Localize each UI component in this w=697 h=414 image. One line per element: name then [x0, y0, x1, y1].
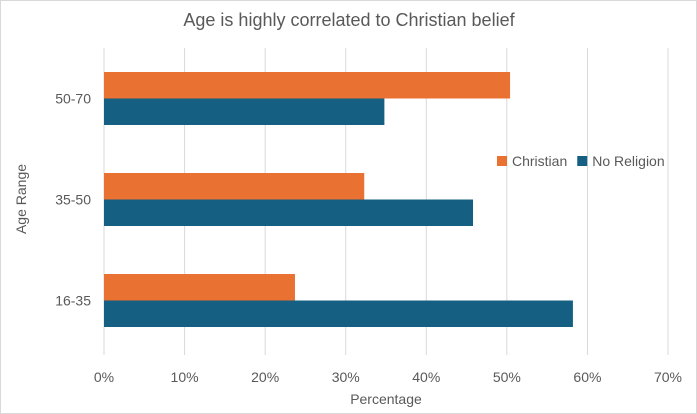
bar-no-religion-35-50: [104, 199, 474, 226]
legend-swatch: [577, 156, 588, 166]
x-tick-label: 50%: [493, 369, 521, 385]
x-tick-label: 0%: [94, 369, 114, 385]
bar-christian-16-35: [104, 274, 295, 301]
legend-swatch: [497, 156, 507, 166]
x-axis-label: Percentage: [350, 391, 422, 407]
x-tick-label: 60%: [573, 369, 601, 385]
x-tick-label: 30%: [332, 369, 360, 385]
x-tick-label: 20%: [251, 369, 279, 385]
legend-label: No Religion: [592, 153, 664, 169]
bar-christian-35-50: [104, 173, 365, 200]
y-tick-label: 35-50: [55, 192, 91, 208]
legend-label: Christian: [512, 153, 567, 169]
x-tick-label: 40%: [412, 369, 440, 385]
x-tick-label: 10%: [171, 369, 199, 385]
x-tick-label: 70%: [654, 369, 682, 385]
bar-no-religion-50-70: [104, 98, 385, 125]
bar-christian-50-70: [104, 72, 511, 99]
chart-title: Age is highly correlated to Christian be…: [183, 10, 515, 30]
y-tick-label: 16-35: [55, 293, 91, 309]
y-axis-label: Age Range: [13, 164, 29, 234]
bar-no-religion-16-35: [104, 300, 573, 327]
y-tick-label: 50-70: [55, 91, 91, 107]
